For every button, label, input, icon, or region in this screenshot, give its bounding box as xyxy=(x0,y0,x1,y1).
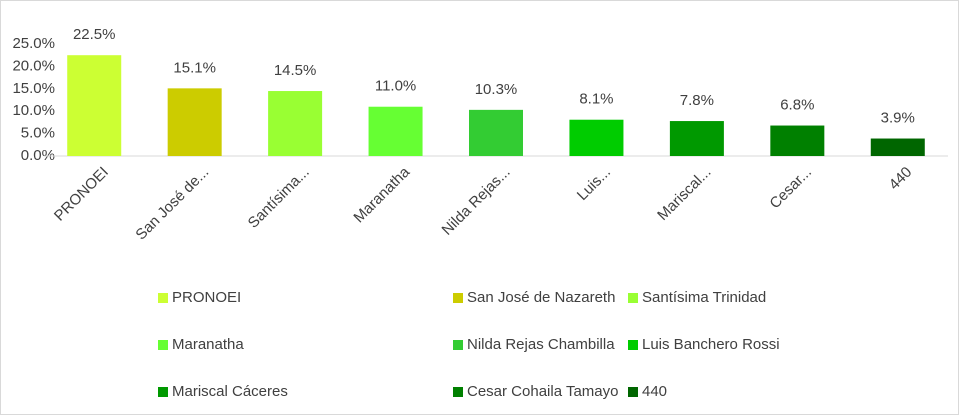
legend-swatch xyxy=(628,340,638,350)
legend-swatch xyxy=(453,340,463,350)
legend-swatch xyxy=(158,387,168,397)
legend-label: PRONOEI xyxy=(172,289,241,306)
legend-label: San José de Nazareth xyxy=(467,289,615,306)
legend-swatch xyxy=(158,340,168,350)
bar xyxy=(368,106,423,156)
legend-label: Cesar Cohaila Tamayo xyxy=(467,383,618,400)
y-tick-label: 20.0% xyxy=(12,57,55,74)
data-label: 15.1% xyxy=(173,59,216,76)
legend-swatch xyxy=(453,387,463,397)
data-label: 11.0% xyxy=(375,78,416,95)
bar xyxy=(67,55,122,157)
legend-swatch xyxy=(453,293,463,303)
legend-label: Maranatha xyxy=(172,336,244,353)
data-label: 14.5% xyxy=(274,62,317,79)
legend-swatch xyxy=(628,387,638,397)
legend-label: Santísima Trinidad xyxy=(642,289,766,306)
y-tick-label: 10.0% xyxy=(12,102,55,119)
legend-label: Mariscal Cáceres xyxy=(172,383,288,400)
y-tick-label: 25.0% xyxy=(12,35,55,52)
legend-swatch xyxy=(628,293,638,303)
y-tick-label: 5.0% xyxy=(21,125,55,142)
bar xyxy=(569,119,624,156)
data-label: 22.5% xyxy=(73,26,116,43)
legend-label: Luis Banchero Rossi xyxy=(642,336,780,353)
data-label: 3.9% xyxy=(881,109,915,126)
data-label: 7.8% xyxy=(680,92,714,109)
legend-label: 440 xyxy=(642,383,667,400)
legend-swatch xyxy=(158,293,168,303)
legend-label: Nilda Rejas Chambilla xyxy=(467,336,615,353)
bar xyxy=(469,109,523,156)
bar xyxy=(870,138,925,156)
bar xyxy=(268,91,323,156)
y-tick-label: 15.0% xyxy=(12,80,55,97)
bar xyxy=(770,125,825,156)
data-label: 6.8% xyxy=(780,97,814,114)
y-tick-label: 0.0% xyxy=(21,147,55,164)
bar xyxy=(167,88,222,156)
data-label: 8.1% xyxy=(579,91,613,108)
data-label: 10.3% xyxy=(475,81,518,98)
bar xyxy=(669,121,724,156)
